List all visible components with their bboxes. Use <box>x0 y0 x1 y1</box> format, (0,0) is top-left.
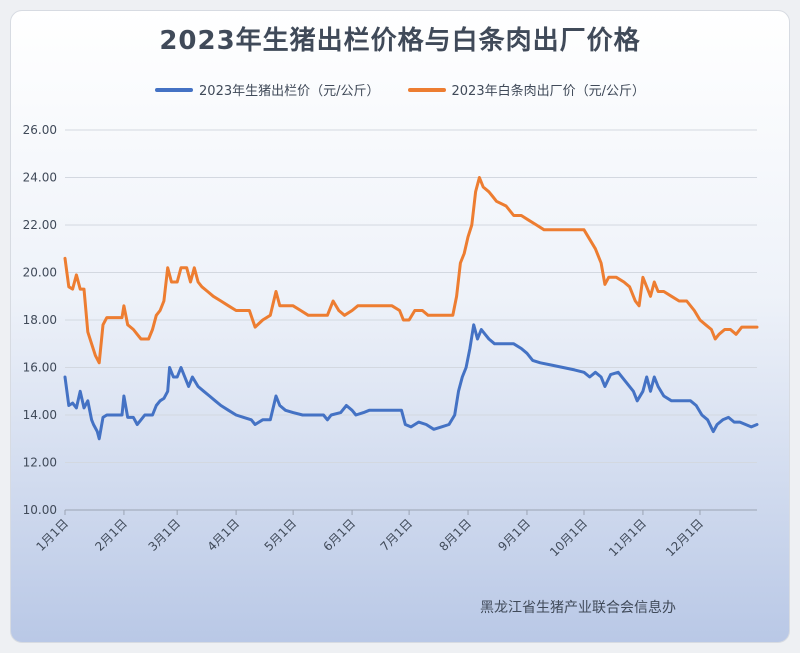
y-tick-label-7: 24.00 <box>23 171 57 185</box>
y-tick-label-1: 12.00 <box>23 456 57 470</box>
legend-label-pork-price: 2023年白条肉出厂价（元/公斤） <box>451 84 645 99</box>
x-tick-label-3: 4月1日 <box>205 516 243 554</box>
chart-title: 2023年生猪出栏价格与白条肉出厂价格 <box>159 26 641 56</box>
y-tick-label-5: 20.00 <box>23 266 57 280</box>
chart-card <box>10 10 790 643</box>
x-tick-label-8: 9月1日 <box>495 516 533 554</box>
x-tick-label-11: 12月1日 <box>663 516 706 559</box>
chart-legend: 2023年生猪出栏价（元/公斤） 2023年白条肉出厂价（元/公斤） <box>0 80 800 99</box>
legend-item-pork-price: 2023年白条肉出厂价（元/公斤） <box>407 80 645 99</box>
y-tick-label-2: 14.00 <box>23 408 57 422</box>
y-tick-label-6: 22.00 <box>23 218 57 232</box>
legend-swatch-pork-price <box>407 87 446 92</box>
x-tick-label-2: 3月1日 <box>146 516 184 554</box>
y-tick-label-3: 16.00 <box>23 361 57 375</box>
x-tick-label-4: 5月1日 <box>262 516 300 554</box>
x-tick-label-7: 8月1日 <box>436 516 474 554</box>
source-note: 黑龙江省生猪产业联合会信息办 <box>480 600 676 616</box>
x-tick-label-6: 7月1日 <box>378 516 416 554</box>
x-tick-label-10: 11月1日 <box>606 516 649 559</box>
series-line-0 <box>63 323 759 441</box>
x-tick-label-1: 2月1日 <box>92 516 130 554</box>
x-tick-label-5: 6月1日 <box>321 516 359 554</box>
legend-label-hog-price: 2023年生猪出栏价（元/公斤） <box>199 84 380 99</box>
y-tick-label-0: 10.00 <box>23 503 57 517</box>
series-line-1 <box>63 176 759 365</box>
legend-item-hog-price: 2023年生猪出栏价（元/公斤） <box>155 80 380 99</box>
y-tick-label-8: 26.00 <box>23 123 57 137</box>
x-tick-label-9: 10月1日 <box>547 516 590 559</box>
legend-swatch-hog-price <box>155 87 194 92</box>
y-tick-label-4: 18.00 <box>23 313 57 327</box>
x-tick-label-0: 1月1日 <box>33 516 71 554</box>
